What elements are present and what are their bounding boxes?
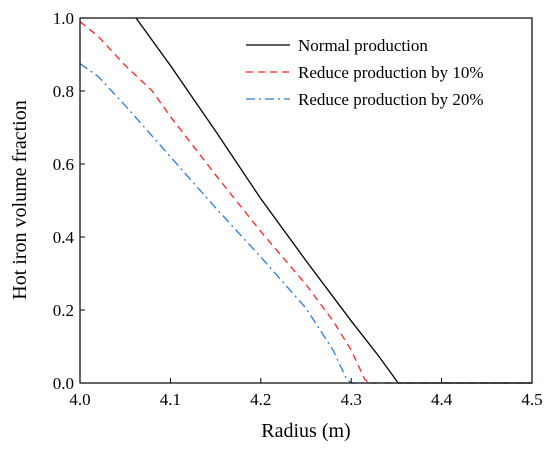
x-tick-label: 4.0 xyxy=(69,390,90,409)
x-tick-label: 4.2 xyxy=(250,390,271,409)
plot-frame xyxy=(79,17,533,384)
legend-label-3: Reduce production by 20% xyxy=(298,90,484,109)
y-ticks: 0.0 0.2 0.4 0.6 0.8 1.0 xyxy=(53,9,85,393)
x-ticks: 4.0 4.1 4.2 4.3 4.4 4.5 xyxy=(69,378,543,409)
legend-label-2: Reduce production by 10% xyxy=(298,63,484,82)
y-axis-title: Hot iron volume fraction xyxy=(9,100,31,299)
legend-label-1: Normal production xyxy=(298,36,428,55)
y-tick-label: 0.8 xyxy=(53,82,74,101)
y-tick-label: 1.0 xyxy=(53,9,74,28)
x-tick-label: 4.5 xyxy=(521,390,542,409)
x-tick-label: 4.1 xyxy=(160,390,181,409)
x-tick-label: 4.4 xyxy=(431,390,453,409)
x-axis-title: Radius (m) xyxy=(261,420,350,442)
x-tick-label: 4.3 xyxy=(341,390,362,409)
plot-lines xyxy=(79,17,532,384)
y-tick-label: 0.6 xyxy=(53,155,74,174)
series-line-2 xyxy=(79,21,532,384)
y-tick-label: 0.4 xyxy=(53,228,75,247)
y-tick-label: 0.2 xyxy=(53,301,74,320)
series-line-3 xyxy=(79,63,532,384)
y-tick-label: 0.0 xyxy=(53,374,74,393)
legend: Normal production Reduce production by 10… xyxy=(246,36,484,109)
series-line-1 xyxy=(135,17,532,384)
